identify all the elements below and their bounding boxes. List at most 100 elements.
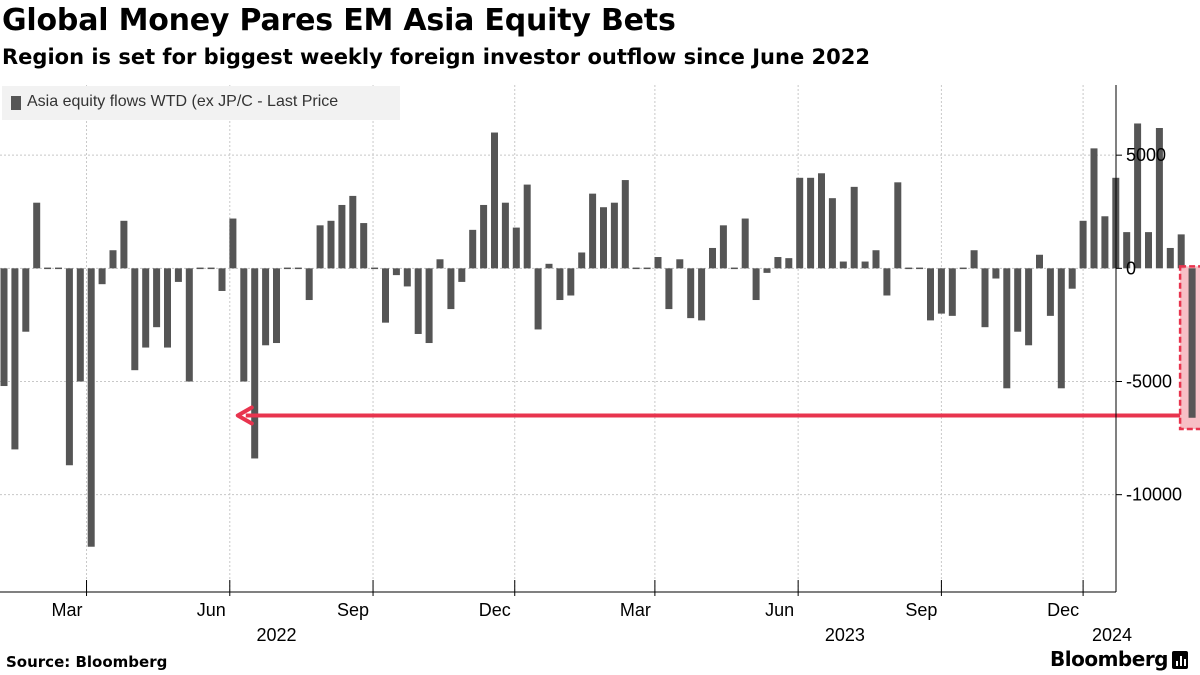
bar <box>807 177 815 269</box>
x-tick-label: Jun <box>197 600 226 620</box>
bar <box>414 268 422 334</box>
grid-lines <box>0 85 1116 592</box>
bar <box>501 202 509 269</box>
bar <box>338 204 346 269</box>
source-note: Source: Bloomberg <box>6 653 168 671</box>
bar <box>883 268 891 296</box>
bar <box>512 227 520 269</box>
bar <box>131 268 139 371</box>
highlight-layer <box>235 265 1200 431</box>
bar <box>1079 220 1087 269</box>
bar <box>218 268 226 291</box>
bar <box>959 267 967 270</box>
bar-series <box>0 123 1196 547</box>
bar <box>109 250 117 269</box>
bar <box>76 268 84 382</box>
bar <box>392 268 400 276</box>
bar <box>774 257 782 269</box>
bar <box>1090 148 1098 269</box>
bar <box>327 220 335 269</box>
y-tick-label: -5000 <box>1126 372 1172 392</box>
bar <box>1155 128 1163 269</box>
bar <box>600 207 607 269</box>
bar <box>185 268 193 382</box>
bar <box>294 267 302 270</box>
bar <box>937 268 945 314</box>
bar <box>839 261 847 269</box>
bar <box>251 268 259 459</box>
bar <box>828 198 836 269</box>
bar <box>283 267 291 270</box>
bar <box>447 268 455 310</box>
bar <box>403 268 411 287</box>
highlight-bar <box>1188 268 1196 418</box>
bar <box>44 267 52 270</box>
bar <box>382 268 389 323</box>
legend-swatch <box>11 96 21 110</box>
bar <box>1068 268 1076 289</box>
bar <box>262 268 270 346</box>
x-tick-label: Jun <box>765 600 794 620</box>
bar <box>698 268 706 321</box>
bar <box>589 193 597 269</box>
bar <box>752 268 760 301</box>
bar <box>643 267 651 270</box>
y-tick-label: 0 <box>1126 258 1136 278</box>
y-tick-label: 5000 <box>1126 145 1166 165</box>
bar <box>174 268 182 282</box>
bar <box>1014 268 1022 332</box>
bar <box>33 202 41 269</box>
bar <box>491 132 498 269</box>
bar <box>916 267 924 270</box>
bar <box>861 261 869 269</box>
bar <box>948 268 956 316</box>
bloomberg-logo: Bloomberg <box>1050 647 1168 671</box>
bar <box>1134 123 1142 269</box>
bar <box>164 268 171 348</box>
bar <box>665 268 673 310</box>
bar <box>970 250 978 269</box>
year-label: 2024 <box>1092 625 1132 645</box>
bar <box>894 182 902 269</box>
x-tick-label: Mar <box>52 600 83 620</box>
bar <box>654 257 662 269</box>
bar <box>316 225 324 269</box>
bar <box>120 220 128 269</box>
bar <box>360 223 368 269</box>
bar <box>872 250 880 269</box>
bar <box>1025 268 1033 346</box>
bar <box>1057 268 1065 389</box>
bar <box>305 268 313 301</box>
axes: 5000 0 -5000 -10000 Mar Jun Sep Dec Mar Jun Sep Dec… <box>0 85 1182 645</box>
legend-label: Asia equity flows WTD (ex JP/C - Last Pr… <box>27 93 339 110</box>
bar <box>981 268 989 328</box>
bar <box>1046 268 1054 316</box>
bar <box>523 184 531 269</box>
bar <box>687 268 695 319</box>
bar <box>992 268 1000 279</box>
bar <box>719 225 727 269</box>
bar <box>741 218 749 269</box>
bar <box>632 267 640 270</box>
bar <box>425 268 433 344</box>
bar <box>480 204 488 269</box>
bar <box>22 268 30 332</box>
bar <box>153 268 161 328</box>
bar <box>905 267 913 270</box>
bar <box>11 268 19 450</box>
bar <box>567 268 575 296</box>
bar <box>1101 216 1109 269</box>
bar <box>1003 268 1011 389</box>
bar <box>458 268 466 282</box>
chart-subtitle: Region is set for biggest weekly foreign… <box>2 45 870 69</box>
bar <box>610 202 618 269</box>
bar <box>207 267 215 270</box>
x-tick-label: Dec <box>479 600 511 620</box>
bar <box>785 258 793 269</box>
y-tick-label: -10000 <box>1126 485 1182 505</box>
bar <box>676 259 684 269</box>
bar <box>65 268 73 466</box>
x-tick-label: Mar <box>620 600 651 620</box>
bar <box>229 218 237 269</box>
